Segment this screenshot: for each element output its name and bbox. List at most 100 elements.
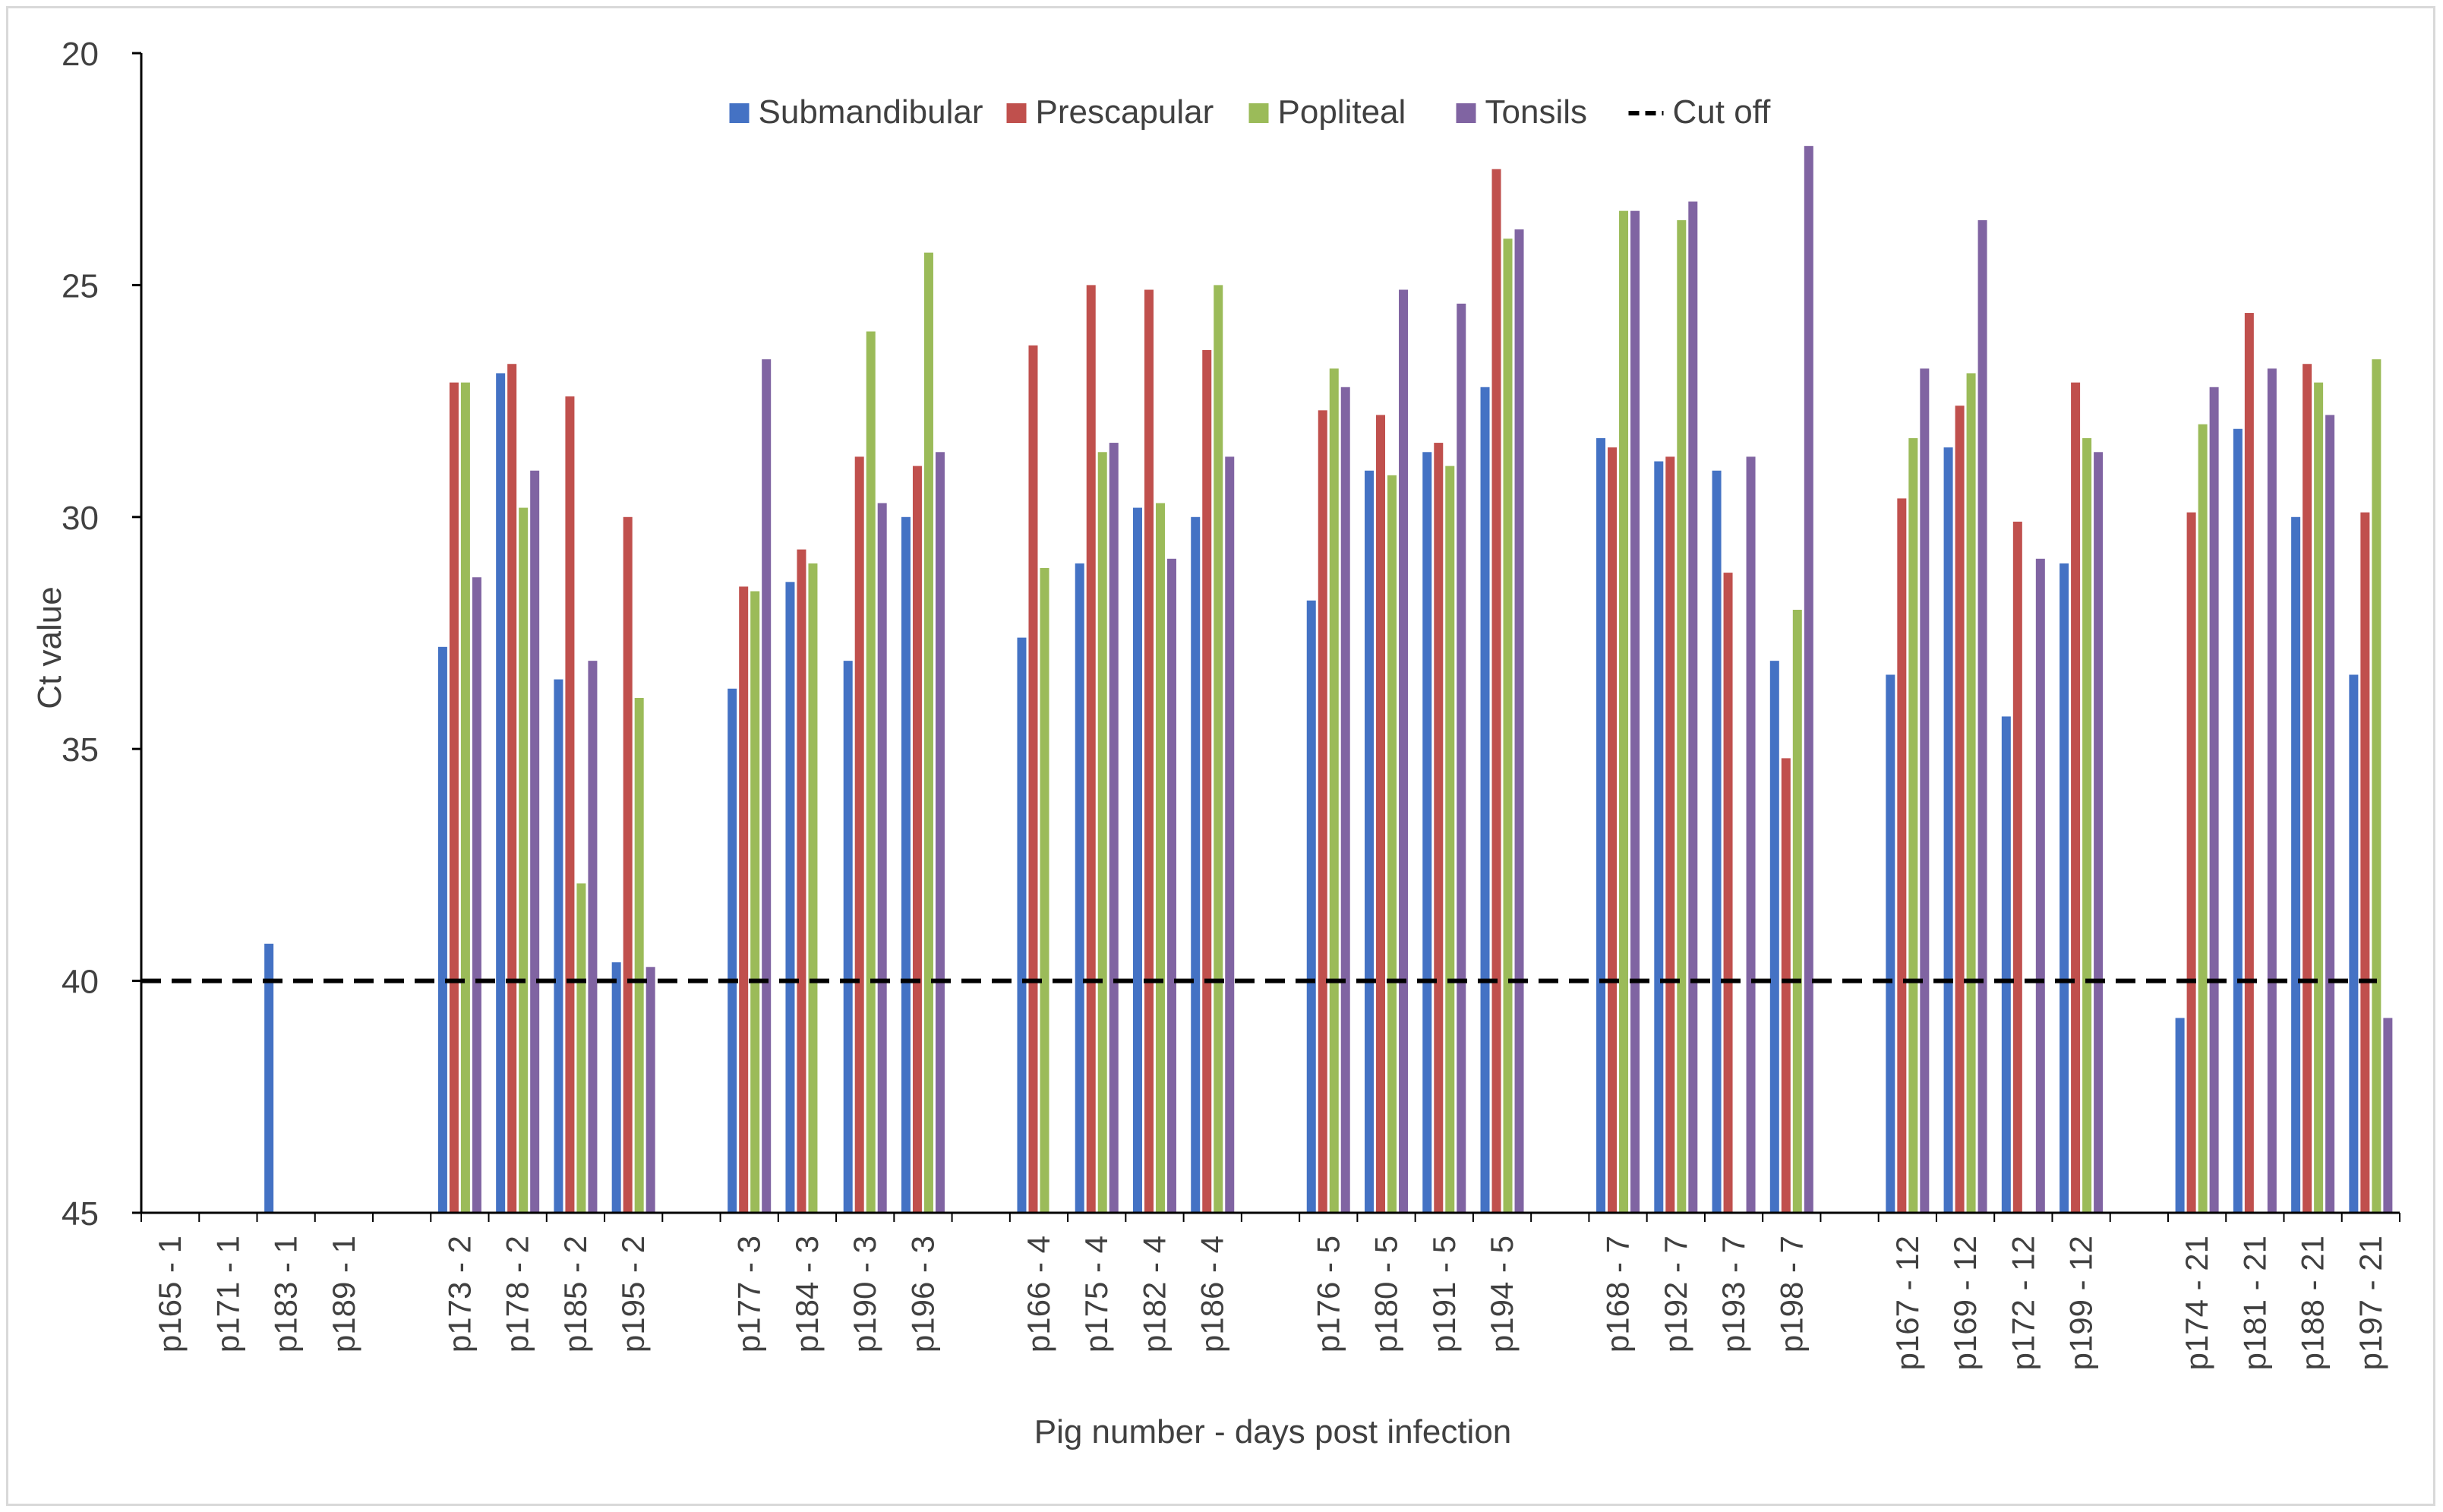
bar-prescapular-p198-7 <box>1781 758 1791 1213</box>
bar-submandibular-p183-1 <box>264 943 274 1213</box>
y-tick-label: 20 <box>62 36 99 73</box>
x-tick-label: p175 - 4 <box>1078 1236 1114 1353</box>
y-tick-label: 25 <box>62 267 99 305</box>
bar-tonsils-p188-21 <box>2325 415 2335 1213</box>
bar-prescapular-p199-12 <box>2071 382 2081 1214</box>
bar-prescapular-p194-5 <box>1491 169 1501 1214</box>
bar-submandibular-p173-2 <box>437 646 447 1213</box>
bar-submandibular-p177-3 <box>728 688 737 1213</box>
bar-submandibular-p166-4 <box>1017 637 1027 1213</box>
bar-popliteal-p175-4 <box>1097 452 1107 1213</box>
bar-popliteal-p174-21 <box>2198 424 2208 1213</box>
x-tick-label: p169 - 12 <box>1947 1236 1983 1370</box>
bar-popliteal-p199-12 <box>2082 437 2092 1213</box>
x-tick-label: p199 - 12 <box>2063 1236 2099 1370</box>
x-tick-label: p168 - 7 <box>1600 1236 1636 1353</box>
bar-popliteal-p169-12 <box>1966 373 1976 1213</box>
bar-tonsils-p198-7 <box>1804 146 1813 1213</box>
bar-submandibular-p197-21 <box>2349 674 2359 1213</box>
legend-label: Prescapular <box>1036 93 1214 131</box>
bar-popliteal-p182-4 <box>1155 503 1165 1213</box>
legend-label: Popliteal <box>1278 93 1406 131</box>
bar-tonsils-p196-3 <box>935 452 945 1213</box>
bar-tonsils-p195-2 <box>645 967 655 1213</box>
bar-popliteal-p197-21 <box>2372 359 2381 1214</box>
x-tick-label: p190 - 3 <box>847 1236 882 1353</box>
legend-swatch <box>1006 103 1027 123</box>
bar-prescapular-p197-21 <box>2360 512 2370 1213</box>
x-tick-label: p184 - 3 <box>789 1236 825 1353</box>
bar-popliteal-p192-7 <box>1677 219 1687 1214</box>
bar-popliteal-p196-3 <box>923 252 933 1213</box>
bar-popliteal-p185-2 <box>576 883 586 1213</box>
legend: Submandibular Prescapular Popliteal Tonsils… <box>729 93 1771 131</box>
bar-tonsils-p192-7 <box>1688 201 1698 1213</box>
bar-tonsils-p169-12 <box>1977 219 1987 1214</box>
bar-prescapular-p172-12 <box>2012 521 2022 1213</box>
bar-tonsils-p178-2 <box>530 470 540 1213</box>
bar-submandibular-p181-21 <box>2233 428 2243 1213</box>
x-tick-label: p189 - 1 <box>326 1236 361 1353</box>
bar-prescapular-p195-2 <box>623 516 633 1213</box>
x-tick-label: p195 - 2 <box>615 1236 651 1353</box>
x-tick-label: p171 - 1 <box>210 1236 245 1353</box>
bar-popliteal-p173-2 <box>460 382 470 1214</box>
x-tick-label: p198 - 7 <box>1773 1236 1809 1353</box>
bar-tonsils-p191-5 <box>1457 303 1466 1213</box>
bar-prescapular-p190-3 <box>854 456 864 1213</box>
bar-prescapular-p182-4 <box>1144 289 1154 1213</box>
bar-popliteal-p178-2 <box>519 507 529 1213</box>
x-tick-label: p180 - 5 <box>1368 1236 1404 1353</box>
bar-tonsils-p173-2 <box>472 577 481 1213</box>
bar-popliteal-p177-3 <box>750 591 760 1213</box>
bar-popliteal-p190-3 <box>866 331 876 1214</box>
legend-swatch <box>1456 103 1476 123</box>
legend-swatch <box>729 103 750 123</box>
bar-tonsils-p197-21 <box>2383 1018 2393 1213</box>
bar-tonsils-p199-12 <box>2094 452 2104 1213</box>
legend-item-tonsils: Tonsils <box>1456 93 1588 131</box>
bar-popliteal-p167-12 <box>1908 437 1918 1213</box>
legend-item-cut-off: Cut off <box>1628 93 1771 131</box>
bar-popliteal-p188-21 <box>2314 382 2324 1214</box>
bar-popliteal-p198-7 <box>1792 609 1802 1213</box>
bar-tonsils-p193-7 <box>1746 456 1756 1213</box>
bar-prescapular-p184-3 <box>797 549 806 1213</box>
y-axis-title: Ct value <box>31 586 68 709</box>
x-tick-label: p193 - 7 <box>1715 1236 1751 1353</box>
x-tick-label: p181 - 21 <box>2236 1236 2272 1370</box>
bar-submandibular-p175-4 <box>1075 563 1084 1213</box>
bar-tonsils-p167-12 <box>1920 368 1930 1213</box>
bar-tonsils-p177-3 <box>762 359 772 1214</box>
legend-label: Tonsils <box>1485 93 1588 131</box>
bar-tonsils-p168-7 <box>1630 210 1640 1213</box>
bar-popliteal-p191-5 <box>1445 466 1455 1213</box>
legend-swatch <box>1248 103 1269 123</box>
bar-tonsils-p175-4 <box>1109 443 1119 1213</box>
bar-prescapular-p181-21 <box>2244 313 2254 1214</box>
bar-prescapular-p180-5 <box>1376 415 1386 1213</box>
bar-prescapular-p185-2 <box>565 396 575 1214</box>
bar-prescapular-p192-7 <box>1665 456 1675 1213</box>
bar-tonsils-p185-2 <box>588 661 598 1213</box>
bar-submandibular-p169-12 <box>1943 447 1953 1213</box>
x-tick-label: p197 - 21 <box>2353 1236 2388 1370</box>
y-tick-label: 45 <box>62 1195 99 1233</box>
x-tick-label: p192 - 7 <box>1658 1236 1693 1353</box>
bar-submandibular-p188-21 <box>2291 516 2301 1213</box>
bar-popliteal-p184-3 <box>808 563 818 1213</box>
bar-submandibular-p178-2 <box>496 373 506 1213</box>
bar-tonsils-p181-21 <box>2267 368 2277 1213</box>
bar-submandibular-p198-7 <box>1769 661 1779 1213</box>
bar-tonsils-p176-5 <box>1340 387 1350 1213</box>
bar-prescapular-p174-21 <box>2186 512 2196 1213</box>
bar-submandibular-p194-5 <box>1480 387 1490 1213</box>
bar-submandibular-p186-4 <box>1191 516 1201 1213</box>
bar-prescapular-p196-3 <box>912 466 922 1213</box>
bar-prescapular-p191-5 <box>1434 443 1444 1213</box>
x-tick-label: p188 - 21 <box>2295 1236 2331 1370</box>
x-tick-label: p182 - 4 <box>1136 1236 1172 1353</box>
x-tick-label: p191 - 5 <box>1426 1236 1462 1353</box>
x-tick-label: p177 - 3 <box>731 1236 767 1353</box>
bar-tonsils-p190-3 <box>877 503 887 1213</box>
